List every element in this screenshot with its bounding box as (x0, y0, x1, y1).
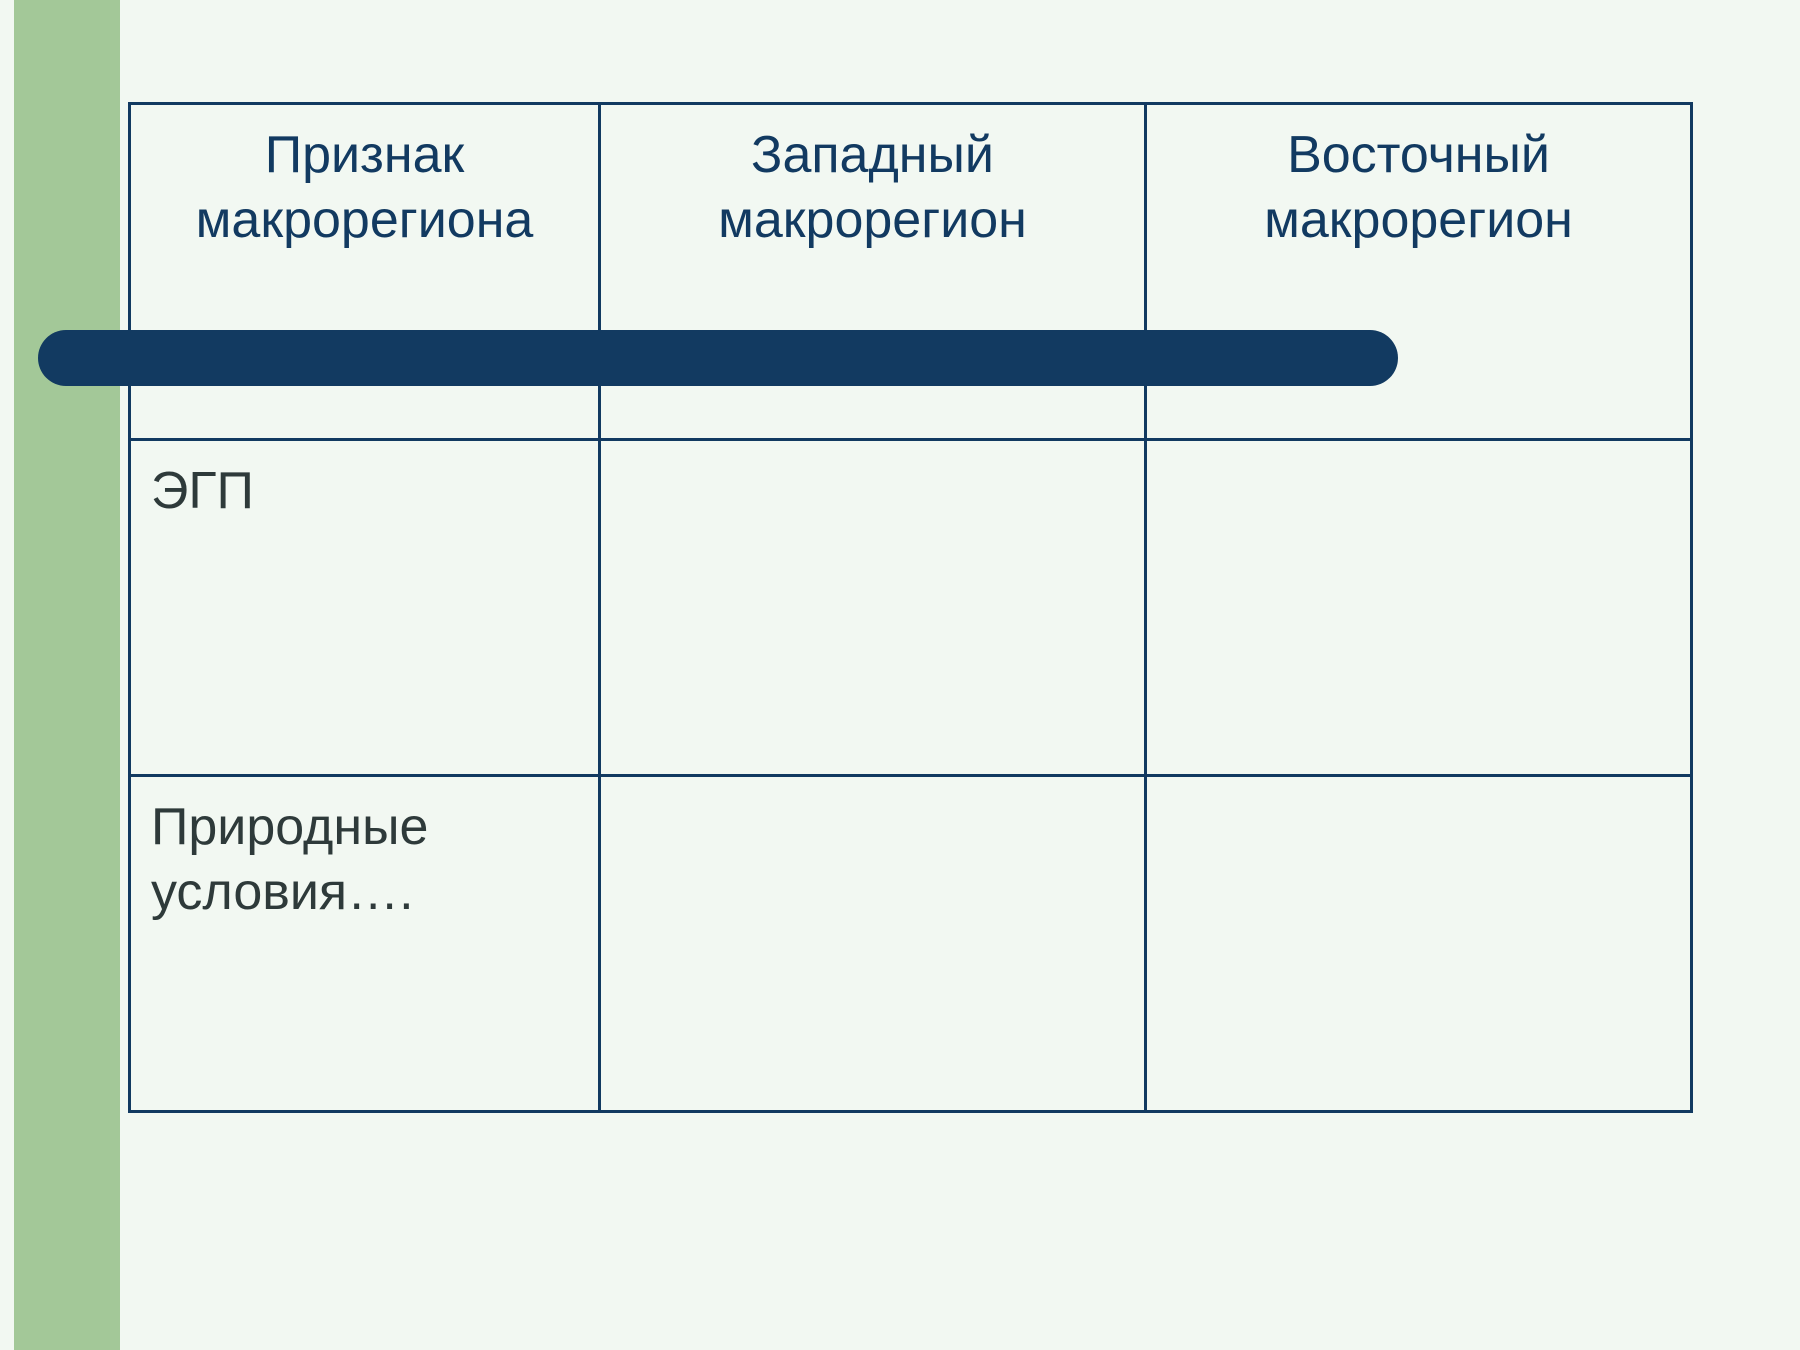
cell-nature-west (600, 776, 1146, 1112)
header-east: Восточный макрорегион (1146, 104, 1692, 440)
header-east-label: Восточный макрорегион (1264, 126, 1573, 249)
header-feature: Признак макрорегиона (130, 104, 600, 440)
macroregion-comparison-table: Признак макрорегиона Западный макрорегио… (128, 102, 1693, 1113)
left-side-accent (14, 0, 120, 1350)
cell-nature-east (1146, 776, 1692, 1112)
table-header-row: Признак макрорегиона Западный макрорегио… (130, 104, 1692, 440)
cell-nature-feature: Природные условия…. (130, 776, 600, 1112)
header-feature-label: Признак макрорегиона (196, 126, 534, 249)
title-accent-bar (38, 330, 1398, 386)
table-row: Природные условия…. (130, 776, 1692, 1112)
table-row: ЭГП (130, 440, 1692, 776)
cell-egp-feature: ЭГП (130, 440, 600, 776)
header-west: Западный макрорегион (600, 104, 1146, 440)
cell-egp-west (600, 440, 1146, 776)
header-west-label: Западный макрорегион (718, 126, 1027, 249)
slide: Признак макрорегиона Западный макрорегио… (0, 0, 1800, 1350)
cell-text: Природные условия…. (151, 798, 428, 921)
cell-egp-east (1146, 440, 1692, 776)
cell-text: ЭГП (151, 462, 254, 520)
